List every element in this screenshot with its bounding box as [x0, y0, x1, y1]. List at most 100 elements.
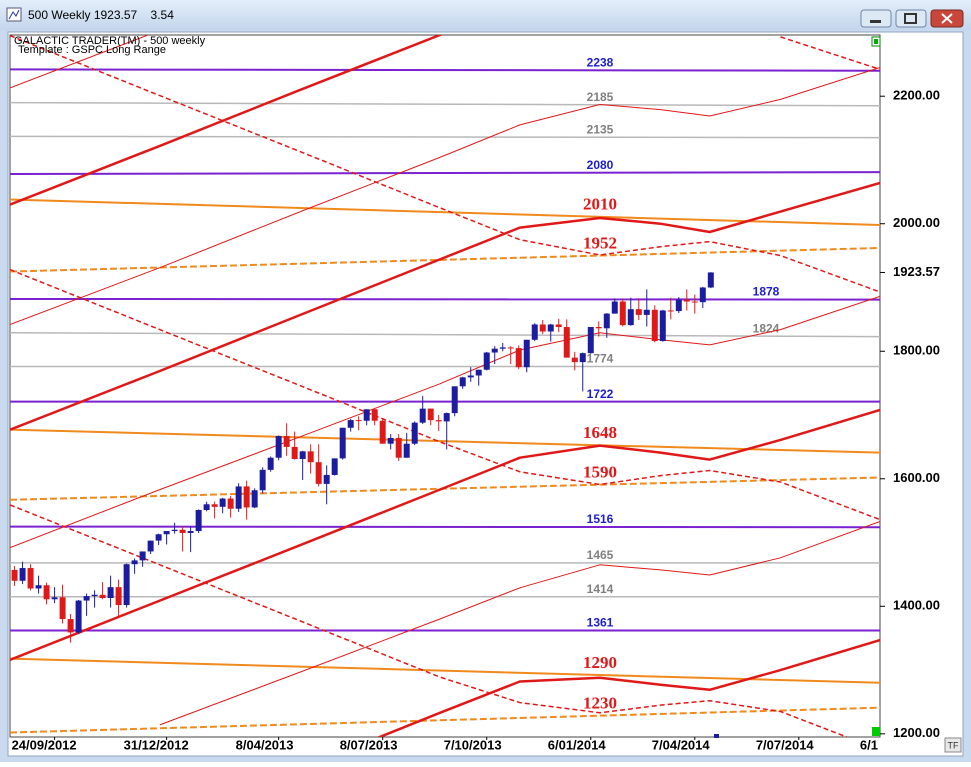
candle-body [195, 510, 202, 532]
candle-body [515, 348, 522, 368]
candle-body [643, 309, 650, 315]
projection-curve [10, 35, 880, 293]
level-line [10, 171, 880, 175]
candle-body [187, 531, 194, 533]
candle-body [611, 301, 618, 314]
projection-curve [10, 35, 444, 206]
level-label: 1516 [587, 512, 614, 526]
candle-body [75, 600, 82, 633]
candle-body [587, 327, 594, 354]
candle-body [491, 348, 498, 353]
level-label: 2238 [587, 55, 614, 69]
projection-curve [10, 181, 880, 431]
title-bar [0, 0, 971, 30]
candle-body [595, 327, 602, 329]
candle-body [411, 422, 418, 444]
candle-body [499, 347, 506, 349]
candle-body [691, 301, 698, 303]
corner-marker[interactable] [872, 727, 880, 736]
candle-body [395, 437, 402, 458]
candle-body [699, 287, 706, 303]
y-tick-label: 2000.00 [893, 215, 940, 230]
level-line [10, 68, 880, 72]
candle-body [91, 594, 98, 597]
candle-body [355, 420, 362, 422]
x-tick-label: 7/04/2014 [652, 737, 711, 752]
candle-body [347, 420, 354, 428]
candle-body [99, 594, 106, 599]
candle-body [563, 327, 570, 358]
candle-body [467, 375, 474, 378]
level-line [10, 706, 880, 734]
tf-button[interactable] [944, 737, 962, 753]
projection-curve [10, 35, 150, 89]
restore-button[interactable] [895, 9, 927, 28]
candle-body [419, 408, 426, 423]
x-tick-label: 7/10/2013 [444, 737, 502, 752]
candle-body [275, 436, 282, 458]
level-label: 1774 [587, 352, 614, 366]
candle-body [259, 469, 266, 491]
candle-body [547, 324, 554, 332]
level-line [10, 657, 880, 684]
candle-body [203, 504, 210, 511]
level-label: 2080 [587, 158, 614, 172]
candle-body [147, 540, 154, 552]
chart-subtitle: Template : GSPC Long Range [18, 44, 166, 56]
candle-body [579, 353, 586, 363]
level-line [10, 135, 880, 139]
restore-glyph [904, 13, 917, 24]
y-tick-label: 1923.57 [893, 264, 940, 279]
candle-body [451, 386, 458, 414]
candle-body [539, 324, 546, 332]
level-label: 1414 [587, 582, 614, 596]
candle-body [459, 377, 466, 387]
candle-body [555, 324, 562, 328]
candle-body [43, 585, 50, 600]
candle-body [619, 301, 626, 326]
x-tick-label: 6/01/2014 [548, 737, 607, 752]
candle-body [475, 369, 482, 376]
candle-body [707, 272, 714, 288]
level-label: 2185 [587, 90, 614, 104]
projection-curve [10, 504, 849, 737]
candle-body [51, 597, 58, 600]
candle-body [339, 427, 346, 459]
candle-body [67, 619, 74, 633]
level-label: 1648 [583, 423, 617, 442]
candle-body [627, 309, 634, 326]
candle-body [323, 474, 330, 484]
plot-content: 2238 2185 2135 2080 2010 1952 1878 1824 1774 1722… [10, 35, 880, 737]
candle-body [379, 420, 386, 444]
plot-area [9, 34, 881, 738]
chart-title: GALACTIC TRADER(TM) - 500 weekly [14, 35, 206, 47]
candle-body [115, 587, 122, 606]
candle-body [307, 451, 314, 463]
minimize-button[interactable] [860, 9, 892, 28]
level-label: 1465 [587, 548, 614, 562]
x-tick-label: 7/07/2014 [756, 737, 815, 752]
projection-curve [10, 268, 880, 521]
level-label: 2010 [583, 195, 617, 214]
level-label: 1230 [583, 694, 617, 713]
level-label: 1590 [583, 463, 617, 482]
level-line [10, 525, 880, 529]
candle-body [683, 299, 690, 302]
candle-body [331, 458, 338, 475]
candle-body [659, 310, 666, 342]
level-line [10, 332, 880, 338]
x-tick-label: 24/09/2012 [12, 737, 77, 752]
candle-body [155, 534, 162, 541]
candle-body [19, 568, 26, 581]
projection-curve [376, 638, 880, 737]
projection-curve [159, 521, 880, 726]
candle-body [507, 347, 514, 349]
x-tick-label: 31/12/2012 [124, 737, 189, 752]
tf-label[interactable]: TF [948, 740, 959, 750]
window-icon [6, 7, 22, 22]
candle-body [267, 457, 274, 470]
projection-curve [780, 36, 880, 71]
candle-body [123, 564, 130, 606]
level-label: 1361 [587, 616, 614, 630]
projection-curve [10, 295, 880, 549]
